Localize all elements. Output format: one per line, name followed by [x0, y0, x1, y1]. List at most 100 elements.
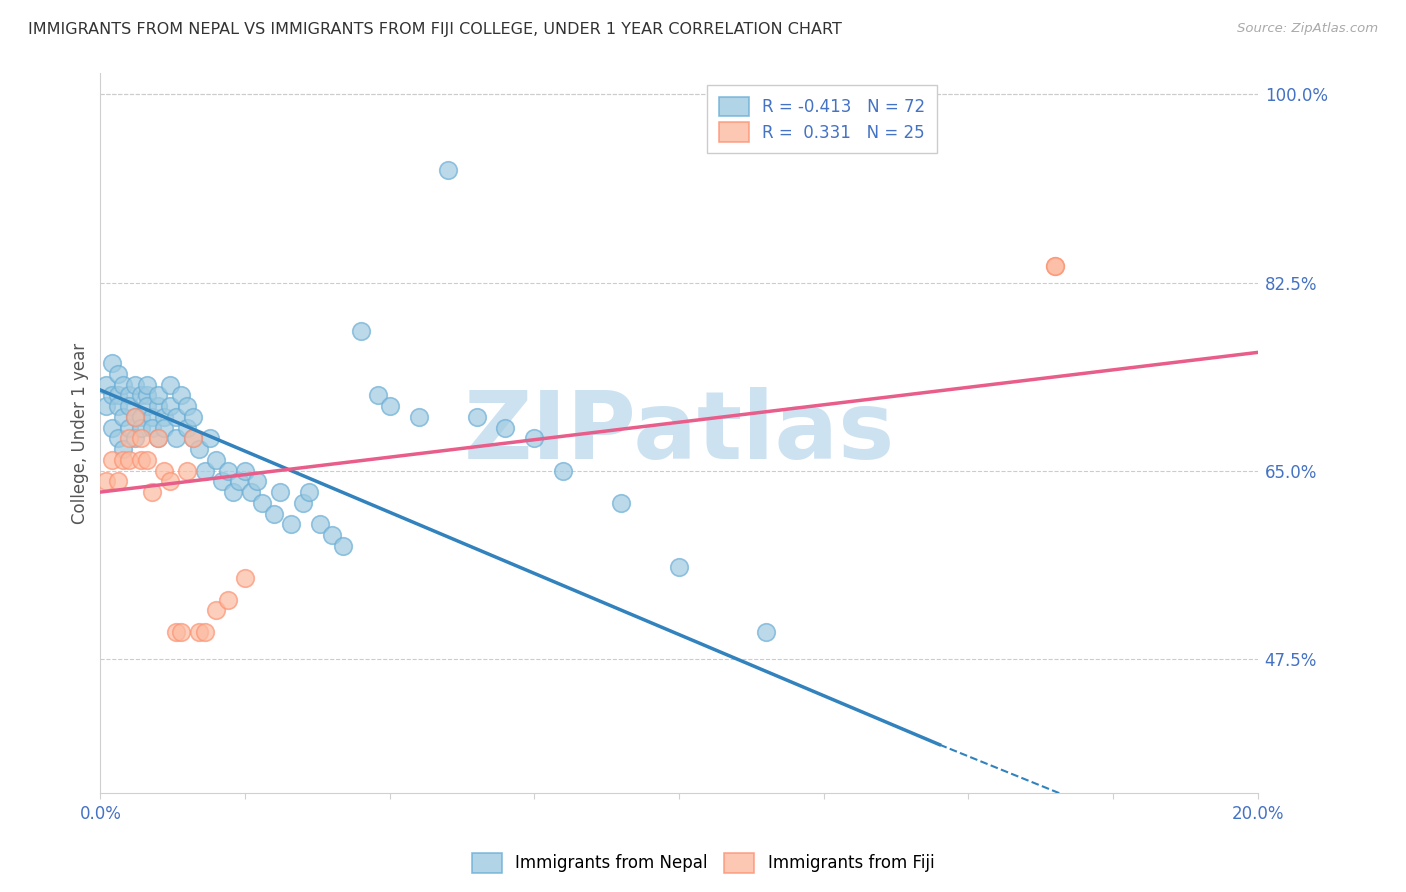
Point: [135, 388, 157, 402]
Point: [112, 453, 135, 467]
Point: [176, 420, 198, 434]
Point: [118, 388, 141, 402]
Point: [755, 624, 778, 639]
Legend: R = -0.413   N = 72, R =  0.331   N = 25: R = -0.413 N = 72, R = 0.331 N = 25: [707, 85, 936, 153]
Text: ZIPatlas: ZIPatlas: [464, 387, 894, 479]
Point: [141, 420, 163, 434]
Point: [246, 475, 269, 489]
Point: [367, 388, 389, 402]
Point: [222, 485, 245, 500]
Point: [298, 485, 321, 500]
Point: [523, 431, 546, 445]
Point: [668, 560, 690, 574]
Point: [159, 475, 181, 489]
Point: [436, 162, 458, 177]
Point: [118, 420, 141, 434]
Point: [153, 409, 176, 424]
Point: [94, 475, 117, 489]
Point: [107, 431, 129, 445]
Point: [101, 388, 124, 402]
Point: [124, 409, 146, 424]
Point: [112, 377, 135, 392]
Point: [153, 464, 176, 478]
Point: [176, 399, 198, 413]
Point: [332, 539, 354, 553]
Point: [107, 399, 129, 413]
Point: [118, 431, 141, 445]
Point: [205, 453, 228, 467]
Point: [610, 496, 633, 510]
Y-axis label: College, Under 1 year: College, Under 1 year: [72, 343, 89, 524]
Point: [217, 592, 239, 607]
Point: [187, 624, 209, 639]
Point: [193, 624, 215, 639]
Point: [233, 464, 256, 478]
Point: [159, 399, 181, 413]
Point: [291, 496, 314, 510]
Point: [280, 517, 302, 532]
Point: [112, 442, 135, 456]
Point: [217, 464, 239, 478]
Point: [378, 399, 401, 413]
Point: [181, 431, 204, 445]
Point: [148, 431, 170, 445]
Point: [141, 409, 163, 424]
Text: Source: ZipAtlas.com: Source: ZipAtlas.com: [1237, 22, 1378, 36]
Point: [165, 624, 187, 639]
Point: [465, 409, 488, 424]
Point: [107, 388, 129, 402]
Point: [124, 409, 146, 424]
Point: [165, 409, 187, 424]
Point: [321, 528, 343, 542]
Point: [129, 388, 152, 402]
Point: [101, 356, 124, 370]
Point: [309, 517, 332, 532]
Point: [135, 399, 157, 413]
Point: [1045, 260, 1067, 274]
Point: [181, 431, 204, 445]
Point: [170, 624, 193, 639]
Point: [408, 409, 430, 424]
Point: [94, 377, 117, 392]
Point: [118, 453, 141, 467]
Point: [124, 431, 146, 445]
Point: [350, 324, 373, 338]
Point: [129, 420, 152, 434]
Point: [107, 367, 129, 381]
Point: [148, 399, 170, 413]
Point: [129, 431, 152, 445]
Point: [176, 464, 198, 478]
Point: [148, 388, 170, 402]
Point: [239, 485, 262, 500]
Point: [94, 399, 117, 413]
Point: [112, 409, 135, 424]
Point: [494, 420, 516, 434]
Point: [187, 442, 209, 456]
Point: [193, 464, 215, 478]
Point: [148, 431, 170, 445]
Point: [153, 420, 176, 434]
Text: IMMIGRANTS FROM NEPAL VS IMMIGRANTS FROM FIJI COLLEGE, UNDER 1 YEAR CORRELATION : IMMIGRANTS FROM NEPAL VS IMMIGRANTS FROM…: [28, 22, 842, 37]
Point: [228, 475, 250, 489]
Point: [233, 571, 256, 585]
Point: [159, 377, 181, 392]
Point: [101, 453, 124, 467]
Point: [129, 453, 152, 467]
Point: [211, 475, 233, 489]
Point: [263, 507, 285, 521]
Point: [107, 475, 129, 489]
Point: [205, 603, 228, 617]
Point: [200, 431, 222, 445]
Point: [124, 377, 146, 392]
Point: [129, 409, 152, 424]
Point: [118, 399, 141, 413]
Point: [141, 485, 163, 500]
Point: [170, 388, 193, 402]
Point: [135, 453, 157, 467]
Point: [269, 485, 291, 500]
Point: [165, 431, 187, 445]
Point: [135, 377, 157, 392]
Point: [252, 496, 274, 510]
Point: [181, 409, 204, 424]
Point: [553, 464, 575, 478]
